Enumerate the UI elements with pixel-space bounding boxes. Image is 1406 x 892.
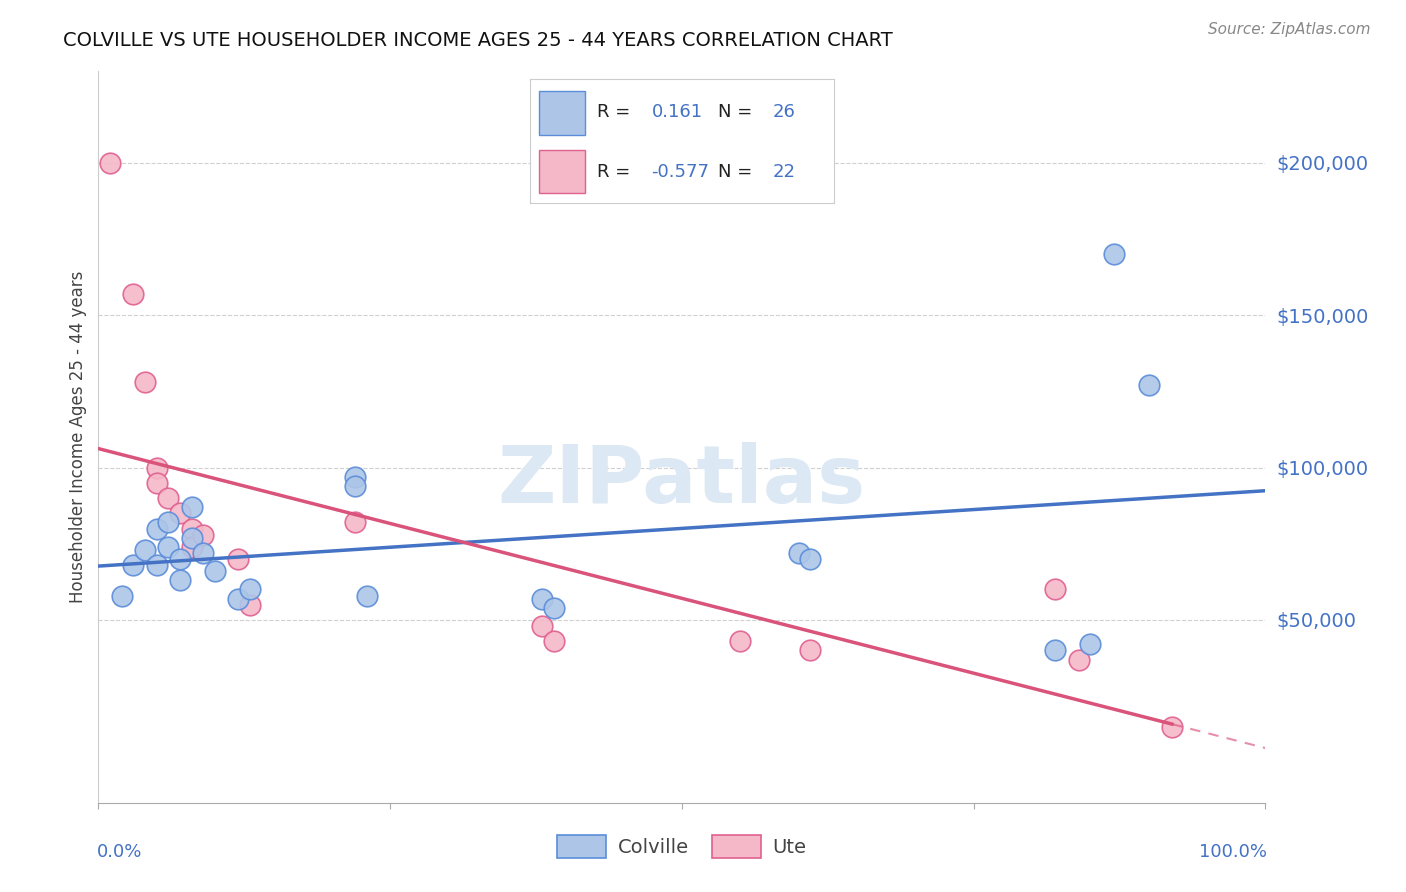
Point	[157, 540, 180, 554]
Point	[157, 516, 180, 530]
Point	[1067, 652, 1090, 666]
Point	[1080, 637, 1102, 651]
Text: Source: ZipAtlas.com: Source: ZipAtlas.com	[1208, 22, 1371, 37]
Point	[228, 591, 250, 606]
Point	[543, 634, 565, 648]
Point	[193, 527, 215, 541]
Point	[98, 155, 121, 169]
Point	[530, 591, 553, 606]
Point	[180, 540, 202, 554]
Point	[344, 479, 367, 493]
Point	[146, 475, 169, 490]
Point	[543, 600, 565, 615]
Point	[239, 598, 262, 612]
Point	[180, 500, 202, 515]
Point	[356, 589, 378, 603]
Point	[169, 506, 191, 520]
Point	[228, 552, 250, 566]
Text: ZIPatlas: ZIPatlas	[498, 442, 866, 520]
Point	[344, 516, 367, 530]
Point	[180, 521, 202, 535]
Text: COLVILLE VS UTE HOUSEHOLDER INCOME AGES 25 - 44 YEARS CORRELATION CHART: COLVILLE VS UTE HOUSEHOLDER INCOME AGES …	[63, 31, 893, 50]
Point	[730, 634, 752, 648]
Text: 100.0%: 100.0%	[1198, 843, 1267, 861]
Point	[193, 546, 215, 560]
Point	[1102, 247, 1125, 261]
Point	[146, 460, 169, 475]
Point	[180, 531, 202, 545]
Point	[122, 286, 145, 301]
Point	[344, 469, 367, 483]
Point	[169, 574, 191, 588]
Legend: Colville, Ute: Colville, Ute	[550, 827, 814, 866]
Point	[122, 558, 145, 573]
Point	[799, 552, 821, 566]
Point	[787, 546, 810, 560]
Point	[157, 491, 180, 505]
Point	[111, 589, 134, 603]
Point	[146, 521, 169, 535]
Point	[169, 552, 191, 566]
Point	[1137, 378, 1160, 392]
Point	[146, 558, 169, 573]
Point	[799, 643, 821, 657]
Point	[1045, 643, 1067, 657]
Point	[239, 582, 262, 597]
Point	[530, 619, 553, 633]
Text: 0.0%: 0.0%	[97, 843, 142, 861]
Point	[134, 375, 156, 389]
Point	[1161, 720, 1184, 734]
Point	[204, 564, 226, 578]
Point	[1045, 582, 1067, 597]
Point	[134, 542, 156, 557]
Y-axis label: Householder Income Ages 25 - 44 years: Householder Income Ages 25 - 44 years	[69, 271, 87, 603]
